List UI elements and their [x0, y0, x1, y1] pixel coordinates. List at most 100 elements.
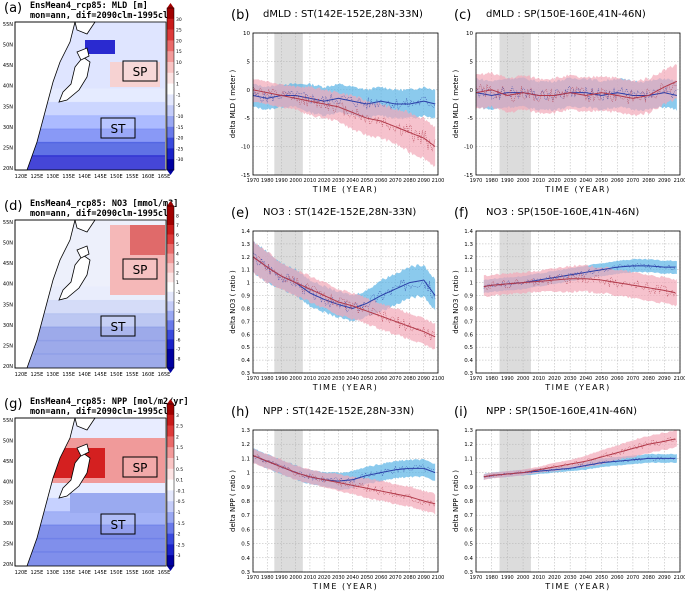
x-axis-label: TIME (YEAR)	[312, 383, 378, 392]
colorbar-tick-label: -1	[176, 510, 181, 516]
x-tick-label: 2040	[579, 178, 592, 184]
y-tick-label: 1.1	[241, 456, 250, 462]
colorbar-tick-label: -30	[176, 157, 183, 163]
region-label: ST	[111, 122, 127, 136]
y-tick-label: 0.3	[464, 570, 473, 576]
x-tick-label: 2020	[548, 376, 561, 382]
colorbar-tick-label: 1	[176, 82, 179, 88]
colorbar-tick-label: 5	[176, 71, 179, 77]
spread-band	[253, 241, 436, 322]
baseline-period-shade	[274, 231, 303, 373]
chart-title: NO3 : ST(142E-152E,28N-33N)	[263, 207, 416, 218]
lat-tick-label: 35N	[3, 104, 13, 110]
panel-label: (e)	[231, 206, 249, 221]
ocean-band	[15, 128, 165, 144]
lon-tick-label: 125E	[31, 570, 44, 576]
colorbar-segment	[167, 522, 174, 534]
y-tick-label: -5	[468, 116, 474, 122]
x-tick-label: 2010	[532, 575, 545, 581]
lon-tick-label: 135E	[62, 174, 75, 180]
colorbar-tick-label: 1	[176, 456, 179, 462]
ensemble-mean-line	[252, 256, 436, 338]
y-tick-label: 10	[243, 31, 250, 37]
x-tick-label: 2040	[346, 376, 359, 382]
ocean-band	[15, 101, 165, 117]
colorbar-segment	[167, 234, 174, 245]
colorbar-tick-label: -10	[176, 114, 183, 120]
ocean-band	[15, 511, 165, 527]
x-tick-label: 2090	[417, 178, 430, 184]
lon-tick-label: 135E	[62, 372, 75, 378]
colorbar-tick-label: -1.5	[176, 521, 185, 527]
x-tick-label: 2070	[627, 376, 640, 382]
y-tick-label: 0.8	[464, 499, 473, 505]
map-field	[14, 219, 165, 369]
colorbar-segment	[167, 291, 174, 302]
y-tick-label: 0.6	[464, 527, 473, 533]
x-tick-label: 2060	[611, 575, 624, 581]
lon-tick-label: 165E	[158, 174, 171, 180]
x-tick-label: 2070	[389, 376, 402, 382]
chart-frame	[252, 230, 439, 374]
x-tick-label: 1980	[485, 178, 498, 184]
x-tick-label: 2080	[403, 178, 416, 184]
x-axis-label: TIME (YEAR)	[544, 383, 610, 392]
x-tick-label: 2080	[403, 575, 416, 581]
colorbar-segment	[167, 512, 174, 524]
colorbar-tick-label: 0.1	[176, 478, 183, 484]
lon-tick-label: 120E	[15, 372, 28, 378]
x-tick-label: 1970	[470, 376, 483, 382]
colorbar-segment	[167, 206, 174, 216]
colorbar-tick-label: -0.5	[176, 499, 185, 505]
ocean-band	[15, 339, 165, 355]
ocean-band	[15, 326, 165, 342]
y-tick-label: 1.4	[464, 229, 473, 235]
spread-band	[476, 64, 677, 117]
map-field	[14, 21, 165, 171]
colorbar-tick-label: 10	[176, 60, 182, 66]
colorbar-segment	[167, 414, 174, 426]
map-panels: (a) EnsMean4_rcp85: MLD [m]mon=ann, dif=2…	[3, 1, 189, 576]
x-tick-label: 2050	[595, 575, 608, 581]
lat-tick-label: 50N	[3, 241, 13, 247]
x-tick-label: 1970	[247, 376, 260, 382]
x-tick-label: 2050	[360, 178, 373, 184]
chart-title: NO3 : SP(150E-160E,41N-46N)	[486, 207, 639, 218]
land-hokkaido	[76, 245, 90, 259]
colorbar-segment	[167, 348, 174, 359]
lat-tick-label: 20N	[3, 562, 13, 568]
region-box	[122, 60, 158, 82]
x-tick-label: 2100	[432, 575, 445, 581]
colorbar-arrow-top	[167, 399, 174, 404]
y-tick-label: 1.4	[241, 229, 250, 235]
y-axis-label: delta MLD ( meter )	[452, 69, 460, 138]
map-subtitle: mon=ann, dif=2090clm-1995clm	[30, 10, 173, 21]
chart-frame	[252, 429, 439, 573]
region-label: SP	[133, 461, 148, 475]
colorbar-segment	[167, 272, 174, 283]
chart-title: NPP : ST(142E-152E,28N-33N)	[263, 406, 414, 417]
x-tick-label: 1990	[501, 376, 514, 382]
colorbar-segment	[167, 447, 174, 459]
region-label: ST	[111, 518, 127, 532]
land-japan	[58, 254, 91, 301]
lon-tick-label: 120E	[15, 570, 28, 576]
time-series-panels: (b) dMLD : ST(142E-152E,28N-33N)1050-5-10…	[229, 8, 685, 591]
y-tick-label: 0.8	[241, 499, 250, 505]
x-tick-label: 2000	[517, 575, 530, 581]
chart-frame	[475, 32, 681, 176]
x-tick-label: 2090	[658, 178, 671, 184]
map-panel: (g) EnsMean4_rcp85: NPP [mol/m2/yr]mon=an…	[3, 397, 189, 576]
map-frame	[14, 417, 167, 567]
y-tick-label: 0.7	[464, 319, 473, 325]
lon-tick-label: 155E	[126, 372, 139, 378]
colorbar-segment	[167, 544, 174, 556]
x-tick-label: 2090	[417, 376, 430, 382]
y-axis-label: delta NPP ( ratio )	[452, 470, 460, 532]
colorbar-segment	[167, 51, 174, 63]
chart-panel: (f) NO3 : SP(150E-160E,41N-46N) 1.4 1.3 1.2 1…	[452, 206, 685, 392]
lon-tick-label: 140E	[78, 372, 91, 378]
map-title: EnsMean4_rcp85: NO3 [mmol/m3]	[30, 199, 178, 209]
map-title: EnsMean4_rcp85: MLD [m]	[30, 1, 148, 11]
x-tick-label: 2090	[417, 575, 430, 581]
